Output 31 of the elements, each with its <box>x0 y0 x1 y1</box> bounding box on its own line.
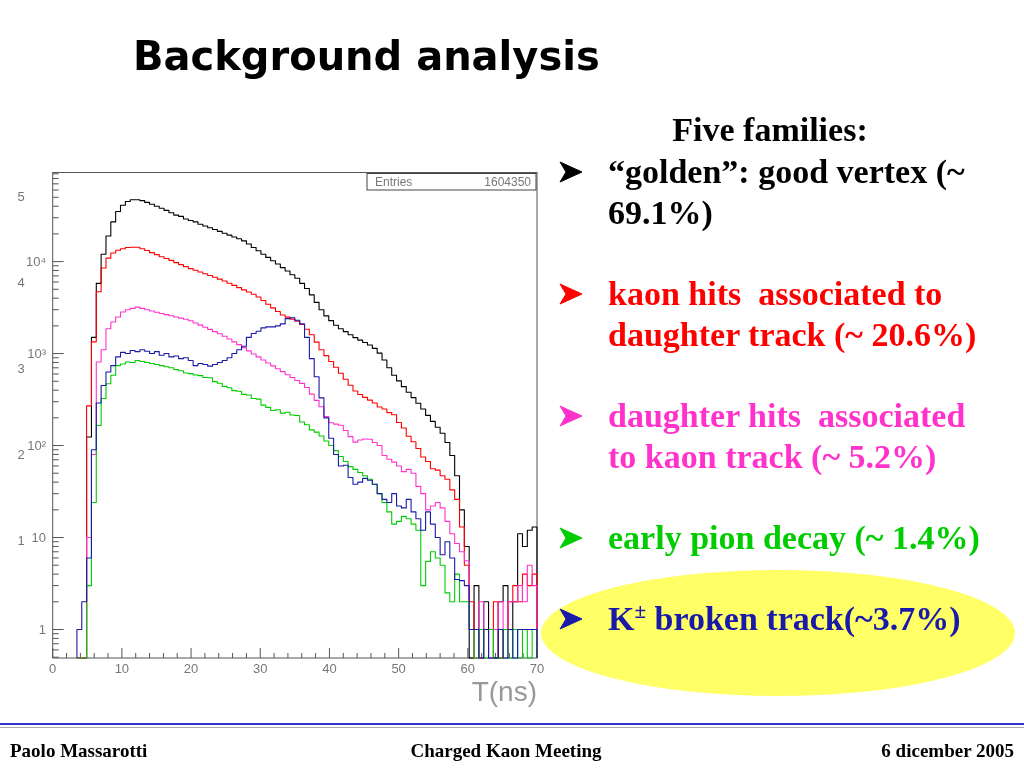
x-tick-label: 40 <box>322 661 337 676</box>
legend-label: early pion decay (~ 1.4%) <box>608 519 980 557</box>
annotation: Entries <box>375 175 413 189</box>
y-tick-label: 10³ <box>27 346 47 362</box>
x-tick-label: 0 <box>49 661 57 676</box>
y-tick-label: 1 <box>38 622 46 638</box>
x-tick-label: 20 <box>183 661 199 676</box>
y2-tick-label: 3 <box>17 361 25 377</box>
text: Charged Kaon Meeting <box>410 740 603 761</box>
x-tick-label: 10 <box>114 661 130 676</box>
x-tick-label: 60 <box>460 661 476 676</box>
legend-label: K$^{±}$ broken track(~3.7%) <box>608 598 961 638</box>
x-tick-label: 70 <box>529 661 545 676</box>
legend-label: daughter hits associated to kaon track (~ 5.2%) <box>608 397 966 476</box>
y-tick-label: 10 <box>31 530 46 546</box>
chart-title: Background analysis <box>133 33 600 79</box>
x-tick-label: 50 <box>391 661 406 676</box>
y2-tick-label: 4 <box>17 275 25 291</box>
y-tick-label: 10² <box>27 438 47 454</box>
y-tick-label: 10⁴ <box>25 254 46 270</box>
y2-tick-label: 5 <box>17 189 25 205</box>
x-tick-label: 30 <box>253 661 268 676</box>
legend-label: “golden”: good vertex (~ 69.1%) <box>608 153 965 232</box>
annotation: 1604350 <box>484 175 532 189</box>
y2-tick-label: 1 <box>17 533 25 549</box>
y2-tick-label: 2 <box>17 447 25 463</box>
x-axis-title: T(ns) <box>471 676 537 707</box>
legend-title: Five families: <box>672 111 868 148</box>
text: 6 dicember 2005 <box>881 740 1014 761</box>
legend-label: kaon hits associated to daughter track (~ 20.6%) <box>608 275 977 354</box>
text: Paolo Massarotti <box>10 740 148 761</box>
